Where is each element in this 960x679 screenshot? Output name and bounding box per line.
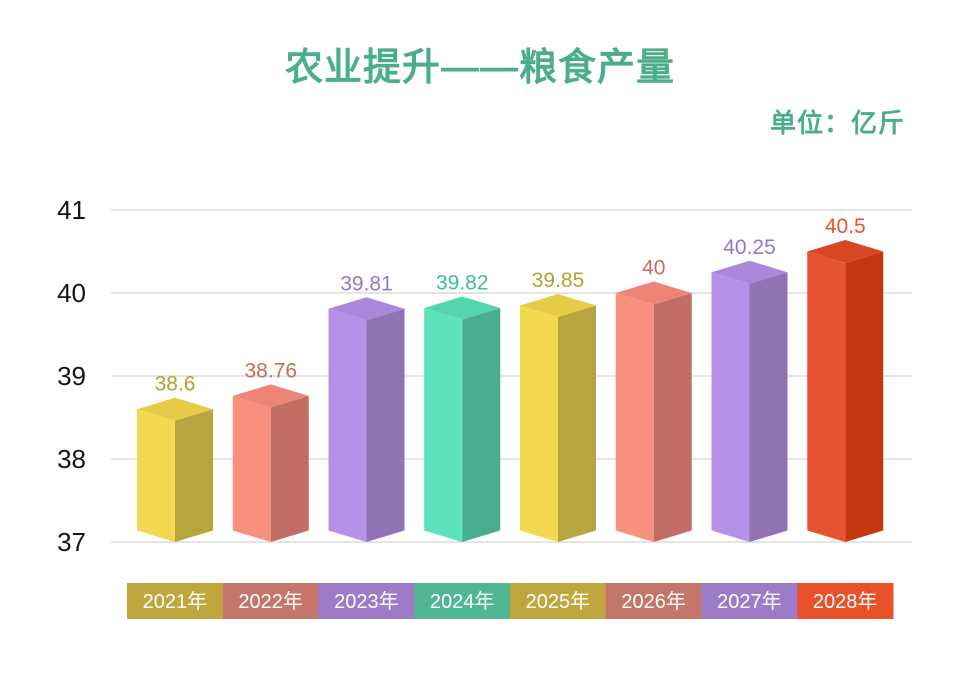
bar-top-face (328, 297, 405, 321)
bar-top-face (424, 296, 501, 320)
bar-front-face (424, 307, 463, 542)
x-axis-cell-2021年 (127, 583, 224, 619)
value-label-2023年: 39.81 (340, 272, 393, 295)
bar-side-face (845, 251, 884, 542)
bar-front-face (232, 395, 271, 542)
x-axis-label-2025年: 2025年 (526, 590, 591, 613)
x-axis-cell-2024年 (414, 583, 511, 619)
value-label-2027年: 40.25 (723, 236, 776, 259)
bar-front-face (520, 305, 558, 542)
value-label-2028年: 40.5 (825, 215, 866, 238)
y-tick-39: 39 (57, 361, 86, 391)
y-tick-38: 38 (57, 444, 86, 474)
x-axis-cell-2026年 (605, 583, 702, 619)
bar-side-face (749, 272, 788, 542)
bar-side-face (653, 293, 692, 542)
unit-label: 单位：亿斤 (769, 108, 905, 138)
value-label-2025年: 39.85 (532, 269, 585, 292)
x-axis-label-2028年: 2028年 (813, 590, 878, 613)
bar-side-face (175, 409, 213, 542)
bar-2024年 (424, 296, 501, 542)
bar-side-face (558, 305, 596, 542)
x-axis-label-2023年: 2023年 (334, 590, 399, 613)
bar-side-face (462, 307, 501, 542)
chart-title: 农业提升——粮食产量 (284, 47, 675, 89)
bar-front-face (328, 308, 367, 542)
x-axis-label-2024年: 2024年 (430, 590, 495, 613)
bar-top-face (807, 240, 884, 263)
bar-side-face (366, 308, 405, 542)
bar-2021年 (137, 397, 213, 542)
x-axis-cell-2028年 (797, 583, 894, 619)
bar-2026年 (615, 281, 692, 542)
value-label-2026年: 40 (642, 257, 665, 280)
bar-2025年 (520, 293, 596, 542)
bar-front-face (711, 272, 750, 542)
bar-top-face (711, 260, 788, 284)
bar-front-face (137, 409, 175, 542)
bar-top-face (137, 397, 213, 421)
value-label-2021年: 38.6 (155, 373, 196, 396)
x-axis-label-2026年: 2026年 (621, 590, 686, 613)
value-label-2024年: 39.82 (436, 271, 489, 294)
y-tick-41: 41 (57, 195, 86, 225)
y-tick-40: 40 (57, 278, 86, 308)
x-axis-label-2021年: 2021年 (143, 590, 208, 613)
bar-2022年 (232, 384, 309, 542)
bar-2023年 (328, 297, 405, 542)
bar-side-face (270, 395, 309, 542)
bar-2027年 (711, 260, 788, 542)
x-axis-cell-2027年 (701, 583, 798, 619)
bar-top-face (615, 281, 692, 305)
bar-top-face (520, 293, 596, 317)
x-axis-cell-2025年 (510, 583, 607, 619)
x-axis-cell-2023年 (318, 583, 415, 619)
bar-top-face (232, 384, 309, 408)
y-tick-37: 37 (57, 527, 86, 557)
bar-front-face (807, 251, 846, 542)
x-axis-label-2027年: 2027年 (717, 590, 782, 613)
x-axis-label-2022年: 2022年 (238, 590, 303, 613)
x-axis-cell-2022年 (222, 583, 319, 619)
value-label-2022年: 38.76 (244, 359, 297, 382)
bar-2028年 (807, 240, 884, 542)
bar-front-face (615, 293, 654, 542)
